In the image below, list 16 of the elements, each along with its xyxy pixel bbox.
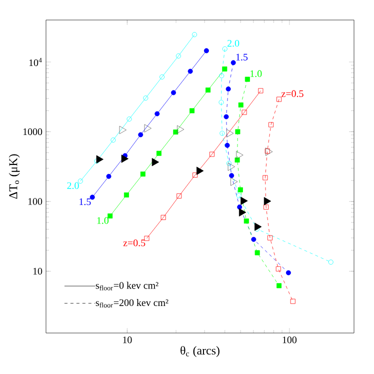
series-label: 1.5 [236,54,248,60]
y-tick-label: 10 [33,268,42,275]
series-label: 1.5 [80,198,91,206]
series-label: z=0.5 [282,90,304,98]
y-tick-label: 1000 [23,128,42,136]
x-axis-title: θ$_{c}$ (arcs) [180,346,220,357]
y-tick-label: 10$^{4}$ [29,58,42,66]
series-label: 2.0 [67,182,79,190]
annotation: s$_{floor}$=200 kev cm² [96,299,168,308]
y-tick-label: 100 [28,198,42,205]
y-axis-title: ΔT$_{o}$ (μK) [8,154,20,199]
series-label: 1.0 [250,70,262,78]
series-label: z=0.5 [123,240,146,246]
annotation: s$_{floor}$=0 kev cm² [96,282,158,290]
series-label: 2.0 [228,40,240,47]
series-label: 1.0 [97,217,109,224]
